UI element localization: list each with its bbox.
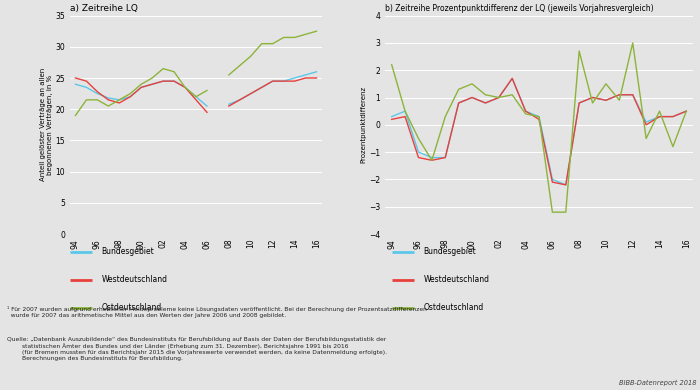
- Text: Ostdeutschland: Ostdeutschland: [424, 303, 484, 312]
- Text: a) Zeitreihe LQ: a) Zeitreihe LQ: [70, 4, 138, 13]
- Text: BIBB-Datenreport 2018: BIBB-Datenreport 2018: [619, 380, 696, 386]
- Text: Quelle: „Datenbank Auszubildende“ des Bundesinstituts für Berufsbildung auf Basi: Quelle: „Datenbank Auszubildende“ des Bu…: [7, 337, 387, 361]
- Text: b) Zeitreihe Prozentpunktdifferenz der LQ (jeweils Vorjahresvergleich): b) Zeitreihe Prozentpunktdifferenz der L…: [385, 4, 654, 13]
- Text: Bundesgebiet: Bundesgebiet: [424, 247, 476, 256]
- Text: Bundesgebiet: Bundesgebiet: [102, 247, 154, 256]
- Text: Westdeutschland: Westdeutschland: [102, 275, 167, 284]
- Y-axis label: Anteil gelöster Verträge an allen
begonnenen Verträgen, in %: Anteil gelöster Verträge an allen begonn…: [40, 68, 52, 181]
- Text: Westdeutschland: Westdeutschland: [424, 275, 489, 284]
- Text: ¹ Für 2007 wurden aufgrund erheblicher Meldeprobleme keine Lösungsdaten veröffen: ¹ Für 2007 wurden aufgrund erheblicher M…: [7, 306, 427, 318]
- Text: Ostdeutschland: Ostdeutschland: [102, 303, 162, 312]
- Y-axis label: Prozentpunktdifferenz: Prozentpunktdifferenz: [360, 86, 366, 163]
